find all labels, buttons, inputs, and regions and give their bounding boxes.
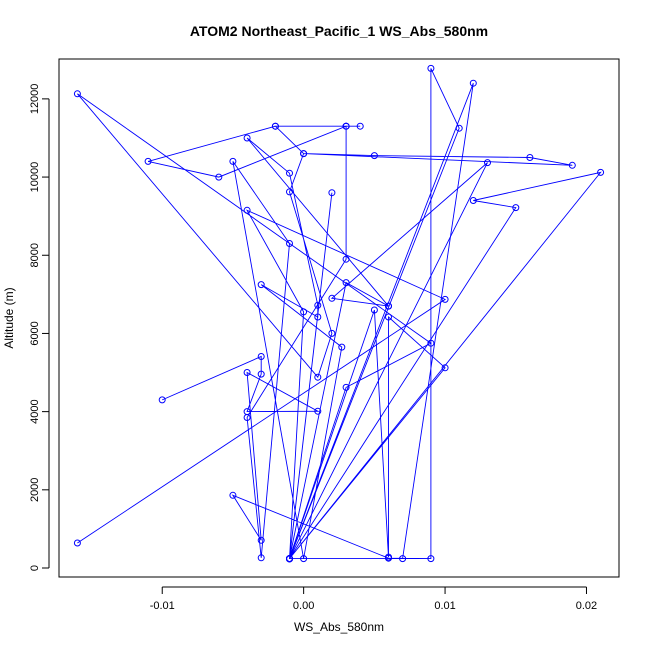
data-point [73,90,81,98]
x-tick-label: -0.01 [150,600,175,612]
data-point [286,555,293,563]
data-point [338,343,346,351]
data-point [385,313,392,321]
data-point [328,294,336,302]
data-point [314,313,322,321]
data-point [314,373,322,381]
data-point [300,308,308,316]
data-point [73,539,81,547]
y-tick-label: 0 [29,565,41,571]
data-point [512,204,520,212]
data-point [427,64,435,72]
data-point [597,168,605,176]
data-point [370,306,378,314]
y-axis: 0 2000 4000 6000 8000 10000 12000 [29,84,50,571]
data-point [144,157,152,165]
data-point [342,383,350,391]
data-point [286,240,293,247]
data-point [526,154,534,161]
series-points [73,64,605,563]
data-point [399,555,407,563]
x-tick-label: 0.00 [293,600,314,612]
data-point [257,353,265,360]
y-tick-label: 10000 [29,162,41,193]
data-point [427,339,435,347]
x-axis: -0.01 0.00 0.01 0.02 [150,586,597,612]
data-point [300,555,308,563]
data-point [243,134,251,142]
data-point [469,79,477,87]
data-point [469,197,477,204]
y-tick-label: 12000 [29,84,41,115]
data-point [229,491,237,499]
data-point [342,279,350,287]
data-point [158,396,166,404]
data-point [356,122,364,130]
data-point [342,255,350,263]
data-point [286,169,293,177]
x-axis-label: WS_Abs_580nm [294,620,384,634]
data-point [257,554,265,562]
data-point [455,124,463,132]
data-point [441,295,449,303]
data-point [328,329,336,337]
data-point [385,553,392,561]
series-line [289,162,602,559]
y-tick-label: 4000 [29,399,41,423]
data-point [257,536,265,544]
data-point [243,369,251,376]
x-tick-label: 0.02 [576,600,597,612]
data-point [271,122,279,130]
data-point [314,301,322,309]
data-point [441,364,449,372]
data-point [484,159,491,167]
data-point [243,206,251,214]
data-point [229,157,237,165]
data-point [568,161,576,169]
data-point [215,173,223,181]
data-point [370,152,378,160]
plot-frame [58,58,620,578]
data-point [314,407,322,415]
data-point [286,188,293,196]
series-lines [77,68,602,560]
data-point [342,122,350,130]
data-point [385,302,392,310]
data-point [427,555,435,563]
series-line [77,68,573,560]
data-point [243,408,251,416]
data-point [300,150,308,158]
y-tick-label: 8000 [29,243,41,267]
data-point [257,281,265,289]
data-point [328,189,336,197]
y-tick-label: 2000 [29,478,41,502]
y-axis-label: Altitude (m) [2,287,16,348]
x-tick-label: 0.01 [434,600,455,612]
chart-title: ATOM2 Northeast_Pacific_1 WS_Abs_580nm [190,23,488,39]
data-point [257,370,265,378]
y-tick-label: 6000 [29,321,41,345]
